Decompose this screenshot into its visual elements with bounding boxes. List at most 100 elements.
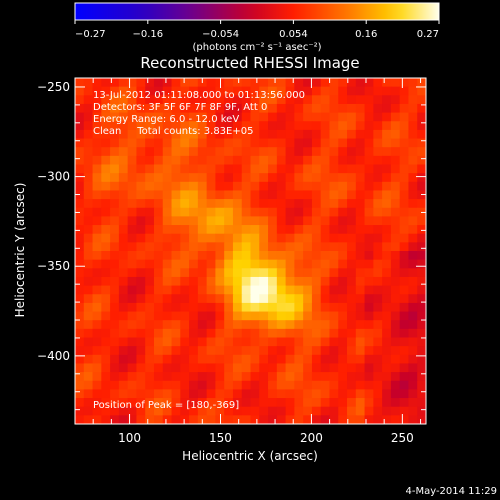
heatmap-cell (294, 242, 303, 251)
heatmap-cell (259, 190, 268, 199)
heatmap-cell (373, 216, 382, 225)
heatmap-cell (224, 372, 233, 381)
heatmap-cell (233, 190, 242, 199)
heatmap-cell (373, 268, 382, 277)
heatmap-cell (101, 251, 110, 260)
heatmap-cell (338, 95, 347, 104)
heatmap-cell (312, 381, 321, 390)
heatmap-cell (329, 277, 338, 286)
annotation-detectors: Detectors: 3F 5F 6F 7F 8F 9F, Att 0 (93, 102, 267, 113)
heatmap-cell (382, 165, 391, 174)
heatmap-cell (338, 277, 347, 286)
annotation-clean-counts: Clean Total counts: 3.83E+05 (93, 126, 253, 137)
heatmap-cell (294, 147, 303, 156)
heatmap-cell (408, 277, 417, 286)
heatmap-cell (259, 338, 268, 347)
heatmap-cell (215, 277, 224, 286)
heatmap-cell (286, 303, 295, 312)
heatmap-cell (382, 95, 391, 104)
heatmap-cell (417, 251, 426, 260)
heatmap-cell (84, 363, 93, 372)
heatmap-cell (75, 225, 84, 234)
heatmap-cell (207, 286, 216, 295)
heatmap-cell (303, 199, 312, 208)
heatmap-cell (163, 173, 172, 182)
heatmap-cell (172, 346, 181, 355)
heatmap-cell (198, 268, 207, 277)
heatmap-cell (356, 113, 365, 122)
heatmap-cell (251, 199, 260, 208)
heatmap-cell (294, 199, 303, 208)
heatmap-cell (259, 234, 268, 243)
heatmap-cell (189, 260, 198, 269)
heatmap-cell (391, 268, 400, 277)
heatmap-cell (128, 234, 137, 243)
heatmap-cell (303, 182, 312, 191)
heatmap-cell (163, 225, 172, 234)
heatmap-cell (373, 398, 382, 407)
heatmap-cell (303, 242, 312, 251)
heatmap-cell (268, 139, 277, 148)
heatmap-cell (136, 216, 145, 225)
heatmap-cell (312, 251, 321, 260)
heatmap-cell (198, 242, 207, 251)
heatmap-cell (119, 260, 128, 269)
heatmap-cell (365, 260, 374, 269)
heatmap-cell (163, 294, 172, 303)
heatmap-cell (242, 156, 251, 165)
heatmap-cell (93, 415, 102, 424)
heatmap-cell (224, 139, 233, 148)
heatmap-cell (84, 415, 93, 424)
heatmap-cell (259, 268, 268, 277)
heatmap-cell (207, 268, 216, 277)
heatmap-cell (110, 346, 119, 355)
heatmap-cell (233, 286, 242, 295)
heatmap-cell (233, 182, 242, 191)
heatmap-cell (128, 190, 137, 199)
heatmap-cell (286, 242, 295, 251)
heatmap-cell (84, 355, 93, 364)
heatmap-cell (215, 389, 224, 398)
heatmap-cell (84, 389, 93, 398)
heatmap-cell (312, 407, 321, 416)
heatmap-cell (365, 381, 374, 390)
heatmap-cell (303, 355, 312, 364)
peak-position-label: Position of Peak = [180,-369] (93, 400, 239, 411)
heatmap-cell (321, 372, 330, 381)
heatmap-cell (408, 190, 417, 199)
heatmap-cell (391, 95, 400, 104)
heatmap-cell (400, 407, 409, 416)
heatmap-cell (382, 286, 391, 295)
heatmap-cell (338, 242, 347, 251)
heatmap-cell (119, 78, 128, 87)
heatmap-cell (294, 216, 303, 225)
heatmap-cell (321, 216, 330, 225)
heatmap-cell (356, 78, 365, 87)
heatmap-cell (224, 216, 233, 225)
heatmap-cell (136, 346, 145, 355)
heatmap-cell (321, 173, 330, 182)
heatmap-cell (329, 286, 338, 295)
heatmap-cell (400, 95, 409, 104)
heatmap-cell (180, 208, 189, 217)
heatmap-cell (224, 165, 233, 174)
heatmap-cell (347, 251, 356, 260)
heatmap-cell (110, 320, 119, 329)
heatmap-cell (259, 381, 268, 390)
heatmap-cell (382, 320, 391, 329)
heatmap-cell (277, 139, 286, 148)
heatmap-cell (259, 286, 268, 295)
heatmap-cell (136, 312, 145, 321)
heatmap-cell (215, 320, 224, 329)
heatmap-cell (329, 156, 338, 165)
heatmap-cell (207, 251, 216, 260)
heatmap-cell (84, 165, 93, 174)
heatmap-cell (294, 208, 303, 217)
heatmap-cell (417, 346, 426, 355)
heatmap-cell (163, 234, 172, 243)
heatmap-cell (400, 78, 409, 87)
heatmap-cell (356, 234, 365, 243)
heatmap-cell (189, 173, 198, 182)
heatmap-cell (391, 260, 400, 269)
heatmap-cell (303, 260, 312, 269)
